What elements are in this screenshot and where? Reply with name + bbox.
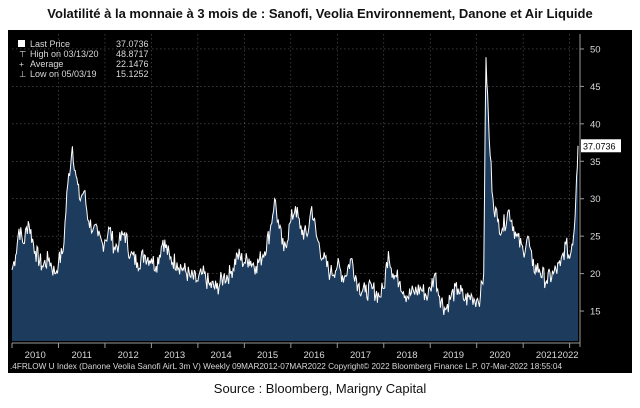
y-tick-label: 20 [590,269,601,280]
legend-label: Low on 05/03/19 [30,69,97,79]
x-tick-label: 2017 [350,350,371,361]
legend-entry: + Average 22.1476 [19,59,149,69]
source-note: Source : Bloomberg, Marigny Capital [213,381,427,396]
legend-swatch [18,40,25,47]
legend-value: 37.0736 [116,39,149,49]
legend-value: 22.1476 [116,59,149,69]
legend-marker-icon: ⊥ [19,69,27,79]
series-area [12,57,578,341]
y-axis: 15 20 25 30 35 40 45 50 [579,34,601,347]
legend-label: High on 03/13/20 [30,49,99,59]
y-tick-label: 25 [590,232,601,243]
legend-entry: Last Price 37.0736 [18,39,149,49]
y-tick-label: 50 [590,44,601,55]
legend-value: 48.8717 [116,49,149,59]
last-price-box [581,139,621,153]
last-price-label: 37.0736 [583,141,616,151]
x-tick-label: 2020 [489,350,510,361]
chart-panel: 15 20 25 30 35 40 45 50 2010 2011 2012 2013 2014 201… [8,30,632,373]
x-tick-label: 2019 [443,350,464,361]
chart-footer: .4FRLOW U Index (Danone Veolia Sanofi Ai… [10,362,562,371]
x-tick-label: 2015 [257,350,278,361]
legend-label: Average [30,59,63,69]
legend-marker-icon: ⊤ [19,49,27,59]
footer-bar [8,359,632,373]
y-tick-label: 45 [590,82,601,93]
x-tick-label: 2018 [396,350,417,361]
y-tick-label: 30 [590,194,601,205]
last-price-marker: 37.0736 [581,139,621,153]
y-tick-label: 35 [590,157,601,168]
legend-marker-icon: + [19,59,24,69]
x-tick-label: 2021 [536,350,557,361]
x-tick-label: 2012 [118,350,139,361]
chart-title: Volatilité à la monnaie à 3 mois de : Sa… [47,6,593,21]
legend-entry: ⊤ High on 03/13/20 48.8717 [19,49,149,59]
x-tick-label: 2014 [211,350,232,361]
y-tick-label: 15 [590,307,601,318]
x-tick-label: 2011 [71,350,91,361]
legend: Last Price 37.0736 ⊤ High on 03/13/20 48.871… [18,39,149,79]
x-tick-label: 2016 [303,350,324,361]
legend-value: 15.1252 [116,69,149,79]
series-line [11,57,579,315]
x-axis: 2010 2011 2012 2013 2014 2015 2016 2017 2018 2019… [11,342,580,361]
x-tick-label: 2013 [164,350,185,361]
legend-label: Last Price [30,39,70,49]
legend-entry: ⊥ Low on 05/03/19 15.1252 [19,69,149,79]
x-tick-label: 2010 [25,350,46,361]
y-tick-label: 40 [590,119,601,130]
x-tick-label: 2022 [557,350,578,361]
